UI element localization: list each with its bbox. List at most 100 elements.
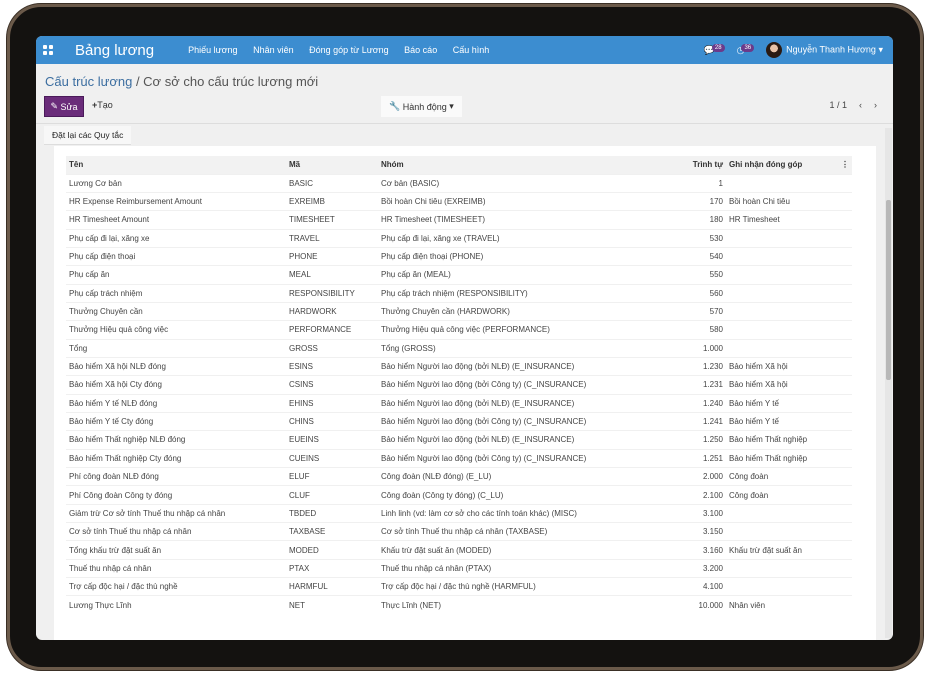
edit-label: Sửa [60, 101, 78, 112]
table-row[interactable]: Cơ sở tính Thuế thu nhập cá nhân TAXBASE C… [66, 522, 852, 541]
rule-category: Cơ sở tính Thuế thu nhập cá nhân (TAXBAS… [378, 522, 666, 541]
rule-contribution [726, 577, 838, 596]
apps-menu-icon[interactable] [43, 45, 53, 55]
column-options-icon[interactable]: ⋮ [838, 156, 852, 174]
rule-code: ELUF [286, 466, 378, 486]
rule-name: Bảo hiểm Xã hội Cty đóng [66, 375, 286, 395]
rule-category: Linh linh (vd: làm cơ sở cho các tính to… [378, 503, 666, 523]
activities-button[interactable]: ◷36 [737, 43, 755, 56]
table-row[interactable]: Trợ cấp độc hại / đặc thù nghề HARMFUL Trợ… [66, 577, 852, 596]
rule-code: TBDED [286, 503, 378, 523]
table-row[interactable]: Phụ cấp ăn MEAL Phụ cấp ăn (MEAL) 550 [66, 265, 852, 285]
table-row[interactable]: Giảm trừ Cơ sở tính Thuế thu nhập cá nhâ… [66, 503, 852, 523]
table-row[interactable]: Phụ cấp đi lại, xăng xe TRAVEL Phụ cấp đi … [66, 228, 852, 248]
rule-contribution: Bảo hiểm Thất nghiệp [726, 448, 838, 468]
row-spacer [838, 173, 852, 193]
table-row[interactable]: Lương Cơ bản BASIC Cơ bản (BASIC) 1 [66, 173, 852, 193]
rule-name: Phụ cấp điện thoại [66, 246, 286, 266]
table-row[interactable]: Phụ cấp điện thoại PHONE Phụ cấp điện thoạ… [66, 246, 852, 266]
rule-category: Công đoàn (Công ty đóng) (C_LU) [378, 485, 666, 505]
col-name[interactable]: Tên [66, 156, 286, 174]
table-row[interactable]: Bảo hiểm Thất nghiệp Cty đóng CUEINS Bảo h… [66, 448, 852, 468]
table-row[interactable]: Lương Thực Lĩnh NET Thực Lĩnh (NET) 10.000 N… [66, 595, 852, 615]
rule-code: CUEINS [286, 448, 378, 468]
table-header: Tên Mã Nhóm Trình tự Ghi nhận đóng góp ⋮ [66, 156, 852, 174]
col-contribution[interactable]: Ghi nhận đóng góp [726, 156, 838, 174]
table-row[interactable]: HR Timesheet Amount TIMESHEET HR Timesheet… [66, 210, 852, 230]
row-spacer [838, 430, 852, 450]
rule-sequence: 3.160 [666, 540, 726, 560]
rule-sequence: 2.000 [666, 466, 726, 486]
table-row[interactable]: Thuế thu nhập cá nhân PTAX Thuế thu nhập c… [66, 558, 852, 578]
menu-employees[interactable]: Nhân viên [253, 45, 294, 55]
rule-contribution [726, 301, 838, 321]
table-row[interactable]: Phụ cấp trách nhiệm RESPONSIBILITY Phụ cấp… [66, 283, 852, 303]
menu-reports[interactable]: Báo cáo [404, 45, 438, 55]
rule-contribution: Nhân viên [726, 595, 838, 615]
rule-code: NET [286, 595, 378, 615]
row-spacer [838, 375, 852, 395]
rule-category: Bảo hiểm Người lao động (bởi Công ty) (C… [378, 375, 666, 395]
row-spacer [838, 246, 852, 266]
reset-rules-button[interactable]: Đặt lại các Quy tắc [44, 126, 132, 145]
edit-button[interactable]: ✎ Sửa [44, 96, 84, 117]
rule-name: Bảo hiểm Thất nghiệp NLĐ đóng [66, 430, 286, 450]
rule-category: Phụ cấp trách nhiệm (RESPONSIBILITY) [378, 283, 666, 303]
table-row[interactable]: Bảo hiểm Y tế Cty đóng CHINS Bảo hiểm Ngườ… [66, 411, 852, 431]
rule-sequence: 1.000 [666, 338, 726, 358]
table-row[interactable]: Thưởng Chuyên cần HARDWORK Thưởng Chuyên c… [66, 301, 852, 321]
rule-sequence: 170 [666, 191, 726, 211]
rule-category: Bồi hoàn Chi tiêu (EXREIMB) [378, 191, 666, 211]
breadcrumb-parent[interactable]: Cấu trúc lương [45, 74, 133, 89]
table-row[interactable]: Bảo hiểm Y tế NLĐ đóng EHINS Bảo hiểm Ngườ… [66, 393, 852, 413]
messages-button[interactable]: 💬28 [704, 43, 725, 56]
rule-sequence: 1 [666, 173, 726, 193]
table-row[interactable]: Tổng khấu trừ đặt suất ăn MODED Khấu trừ đ… [66, 540, 852, 560]
create-button[interactable]: +Tạo [92, 100, 113, 110]
col-sequence[interactable]: Trình tự [666, 156, 726, 174]
row-spacer [838, 503, 852, 523]
caret-down-icon: ▾ [878, 44, 883, 55]
rule-name: Thưởng Hiệu quả công việc [66, 320, 286, 340]
app-title: Bảng lương [75, 41, 155, 59]
table-row[interactable]: Phí công đoàn NLĐ đóng ELUF Công đoàn (NLĐ… [66, 466, 852, 486]
rule-name: Giảm trừ Cơ sở tính Thuế thu nhập cá nhâ… [66, 503, 286, 523]
rule-sequence: 1.251 [666, 448, 726, 468]
prev-icon[interactable]: ‹ [859, 100, 862, 110]
row-spacer [838, 558, 852, 578]
rule-sequence: 1.230 [666, 356, 726, 376]
main-menu: Phiếu lương Nhân viên Đóng góp từ Lương … [188, 45, 502, 55]
col-category[interactable]: Nhóm [378, 156, 666, 174]
rule-contribution: Công đoàn [726, 466, 838, 486]
rule-contribution [726, 173, 838, 193]
rule-sequence: 1.240 [666, 393, 726, 413]
col-code[interactable]: Mã [286, 156, 378, 174]
rule-code: TRAVEL [286, 228, 378, 248]
table-row[interactable]: Bảo hiểm Xã hội NLĐ đóng ESINS Bảo hiểm Ng… [66, 356, 852, 376]
rule-sequence: 570 [666, 301, 726, 321]
rule-code: ESINS [286, 356, 378, 376]
rule-contribution: Bảo hiểm Y tế [726, 393, 838, 413]
next-icon[interactable]: › [874, 100, 877, 110]
rule-code: CLUF [286, 485, 378, 505]
scrollbar[interactable] [885, 128, 892, 638]
rule-name: HR Expense Reimbursement Amount [66, 191, 286, 211]
table-row[interactable]: Thưởng Hiệu quả công việc PERFORMANCE Thưở… [66, 320, 852, 340]
rule-sequence: 530 [666, 228, 726, 248]
scrollbar-thumb[interactable] [886, 200, 891, 380]
menu-configuration[interactable]: Cấu hình [452, 45, 490, 55]
table-row[interactable]: Tổng GROSS Tổng (GROSS) 1.000 [66, 338, 852, 358]
rule-code: TIMESHEET [286, 210, 378, 230]
table-row[interactable]: Bảo hiểm Xã hội Cty đóng CSINS Bảo hiểm Ng… [66, 375, 852, 395]
rule-name: Lương Thực Lĩnh [66, 595, 286, 615]
rule-name: Phí Công đoàn Công ty đóng [66, 485, 286, 505]
table-row[interactable]: Bảo hiểm Thất nghiệp NLĐ đóng EUEINS Bảo h… [66, 430, 852, 450]
table-row[interactable]: Phí Công đoàn Công ty đóng CLUF Công đoàn … [66, 485, 852, 505]
user-menu[interactable]: Nguyễn Thanh Hương ▾ [766, 42, 883, 58]
rule-code: MODED [286, 540, 378, 560]
menu-payslips[interactable]: Phiếu lương [188, 45, 238, 55]
menu-contributions[interactable]: Đóng góp từ Lương [309, 45, 389, 55]
rule-contribution: Bồi hoàn Chi tiêu [726, 191, 838, 211]
action-dropdown[interactable]: 🔧 Hành động ▾ [381, 96, 462, 117]
table-row[interactable]: HR Expense Reimbursement Amount EXREIMB Bồ… [66, 191, 852, 211]
